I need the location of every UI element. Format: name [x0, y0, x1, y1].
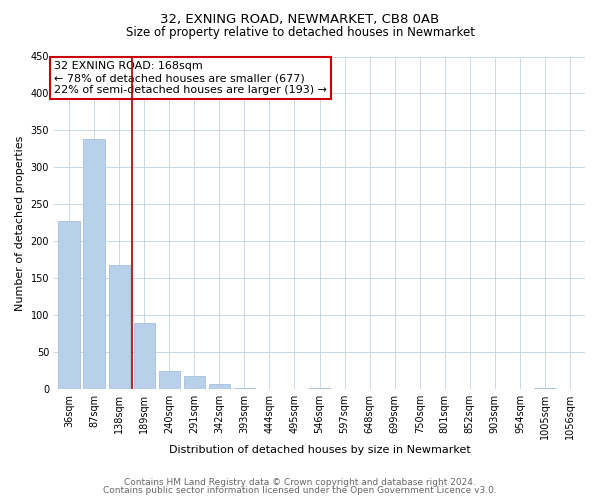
Text: Contains public sector information licensed under the Open Government Licence v3: Contains public sector information licen…: [103, 486, 497, 495]
Text: 32, EXNING ROAD, NEWMARKET, CB8 0AB: 32, EXNING ROAD, NEWMARKET, CB8 0AB: [160, 12, 440, 26]
Text: Size of property relative to detached houses in Newmarket: Size of property relative to detached ho…: [125, 26, 475, 39]
Text: 32 EXNING ROAD: 168sqm
← 78% of detached houses are smaller (677)
22% of semi-de: 32 EXNING ROAD: 168sqm ← 78% of detached…: [54, 62, 327, 94]
Y-axis label: Number of detached properties: Number of detached properties: [15, 135, 25, 310]
Bar: [134, 324, 155, 389]
Bar: [534, 388, 556, 389]
Text: Contains HM Land Registry data © Crown copyright and database right 2024.: Contains HM Land Registry data © Crown c…: [124, 478, 476, 487]
Bar: [58, 220, 80, 389]
X-axis label: Distribution of detached houses by size in Newmarket: Distribution of detached houses by size …: [169, 445, 470, 455]
Bar: [234, 388, 255, 389]
Bar: [83, 140, 105, 389]
Bar: [184, 376, 205, 389]
Bar: [209, 384, 230, 389]
Bar: [309, 388, 330, 389]
Bar: [109, 265, 130, 389]
Bar: [158, 372, 180, 389]
